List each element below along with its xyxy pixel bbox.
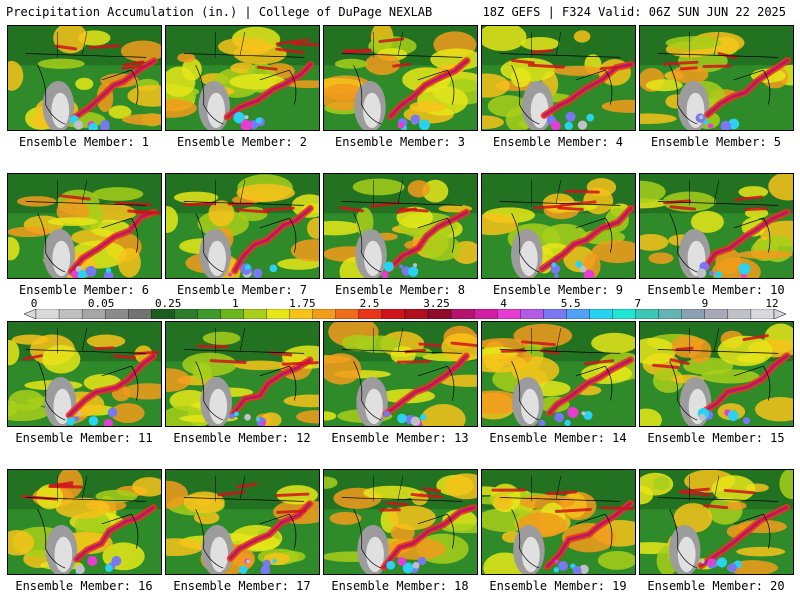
model-run-info: 18Z GEFS | F324 Valid: 06Z SUN JUN 22 20… — [482, 5, 786, 19]
colorbar-tick-label: 1 — [231, 297, 239, 310]
ensemble-member-label: Ensemble Member: 9 — [492, 283, 624, 297]
precipitation-colorbar — [24, 309, 786, 319]
colorbar-segment — [589, 309, 613, 319]
ensemble-member-map — [639, 469, 794, 575]
colorbar-segment — [174, 309, 198, 319]
ensemble-member-map — [7, 173, 162, 279]
colorbar-tick-label: 2.5 — [359, 297, 380, 310]
colorbar-segment — [681, 309, 705, 319]
colorbar-segment — [128, 309, 152, 319]
ensemble-member-label: Ensemble Member: 18 — [331, 579, 469, 593]
colorbar-segment — [450, 309, 475, 319]
ensemble-member-label: Ensemble Member: 13 — [331, 431, 469, 445]
colorbar-segment — [35, 309, 60, 319]
colorbar-segment — [81, 309, 106, 319]
colorbar-segment — [243, 309, 267, 319]
colorbar-segment — [543, 309, 567, 319]
colorbar-segment — [358, 309, 383, 319]
colorbar-tick-label: 0 — [30, 297, 38, 310]
ensemble-member-label: Ensemble Member: 12 — [173, 431, 311, 445]
ensemble-member-map — [323, 321, 478, 427]
colorbar-segment — [404, 309, 429, 319]
ensemble-member-map — [481, 321, 636, 427]
colorbar-tick-label: 5.5 — [560, 297, 581, 310]
map-title: Precipitation Accumulation (in.) | Colle… — [6, 5, 433, 19]
ensemble-member-label: Ensemble Member: 3 — [334, 135, 466, 149]
ensemble-member-label: Ensemble Member: 19 — [489, 579, 627, 593]
ensemble-member-map — [7, 25, 162, 131]
ensemble-member-label: Ensemble Member: 11 — [15, 431, 153, 445]
ensemble-member-label: Ensemble Member: 15 — [647, 431, 785, 445]
ensemble-member-label: Ensemble Member: 1 — [18, 135, 150, 149]
colorbar-segment — [197, 309, 221, 319]
colorbar-tick-label: 4 — [500, 297, 507, 310]
colorbar-tick-label: 0.25 — [154, 297, 182, 310]
ensemble-member-label: Ensemble Member: 8 — [334, 283, 466, 297]
colorbar-segment — [497, 309, 521, 319]
ensemble-member-map — [165, 469, 320, 575]
ensemble-member-map — [323, 469, 478, 575]
colorbar-segment — [266, 309, 290, 319]
colorbar-segment — [105, 309, 129, 319]
colorbar-segment — [520, 309, 544, 319]
colorbar-right-arrow — [773, 309, 786, 319]
colorbar-tick-label: 7 — [634, 297, 642, 310]
ensemble-member-label: Ensemble Member: 20 — [647, 579, 785, 593]
colorbar-segment — [289, 309, 313, 319]
ensemble-member-map — [7, 469, 162, 575]
ensemble-member-label: Ensemble Member: 17 — [173, 579, 311, 593]
ensemble-member-map — [7, 321, 162, 427]
ensemble-member-label: Ensemble Member: 5 — [650, 135, 782, 149]
colorbar-tick-label: 9 — [701, 297, 709, 310]
ensemble-member-label: Ensemble Member: 14 — [489, 431, 627, 445]
ensemble-member-map — [165, 321, 320, 427]
ensemble-member-map — [165, 173, 320, 279]
colorbar-segment — [727, 309, 752, 319]
ensemble-member-map — [639, 25, 794, 131]
ensemble-member-map — [481, 469, 636, 575]
colorbar-tick-label: 3.25 — [423, 297, 450, 310]
colorbar-segment — [312, 309, 336, 319]
ensemble-member-label: Ensemble Member: 7 — [176, 283, 308, 297]
ensemble-member-map — [323, 25, 478, 131]
colorbar-left-arrow — [24, 309, 37, 319]
colorbar-segment — [635, 309, 659, 319]
colorbar-tick-label: 1.75 — [289, 297, 316, 310]
colorbar-segment — [750, 309, 775, 319]
colorbar-segment — [658, 309, 682, 319]
colorbar-segment — [612, 309, 636, 319]
colorbar-segment — [474, 309, 498, 319]
ensemble-member-map — [481, 173, 636, 279]
ensemble-member-map — [639, 173, 794, 279]
colorbar-segment — [427, 309, 452, 319]
ensemble-member-label: Ensemble Member: 10 — [647, 283, 785, 297]
colorbar-segment — [566, 309, 590, 319]
colorbar-segment — [58, 309, 83, 319]
colorbar-segment — [335, 309, 360, 319]
ensemble-member-label: Ensemble Member: 16 — [15, 579, 153, 593]
ensemble-member-label: Ensemble Member: 4 — [492, 135, 624, 149]
ensemble-member-map — [481, 25, 636, 131]
colorbar-segment — [704, 309, 729, 319]
colorbar-tick-label: 0.05 — [87, 297, 115, 310]
ensemble-member-label: Ensemble Member: 2 — [176, 135, 308, 149]
ensemble-member-map — [165, 25, 320, 131]
colorbar-tick-label: 12 — [765, 297, 779, 310]
colorbar-segment — [381, 309, 406, 319]
ensemble-member-map — [639, 321, 794, 427]
colorbar-segment — [220, 309, 244, 319]
ensemble-member-label: Ensemble Member: 6 — [18, 283, 150, 297]
colorbar-segment — [151, 309, 175, 319]
ensemble-member-map — [323, 173, 478, 279]
